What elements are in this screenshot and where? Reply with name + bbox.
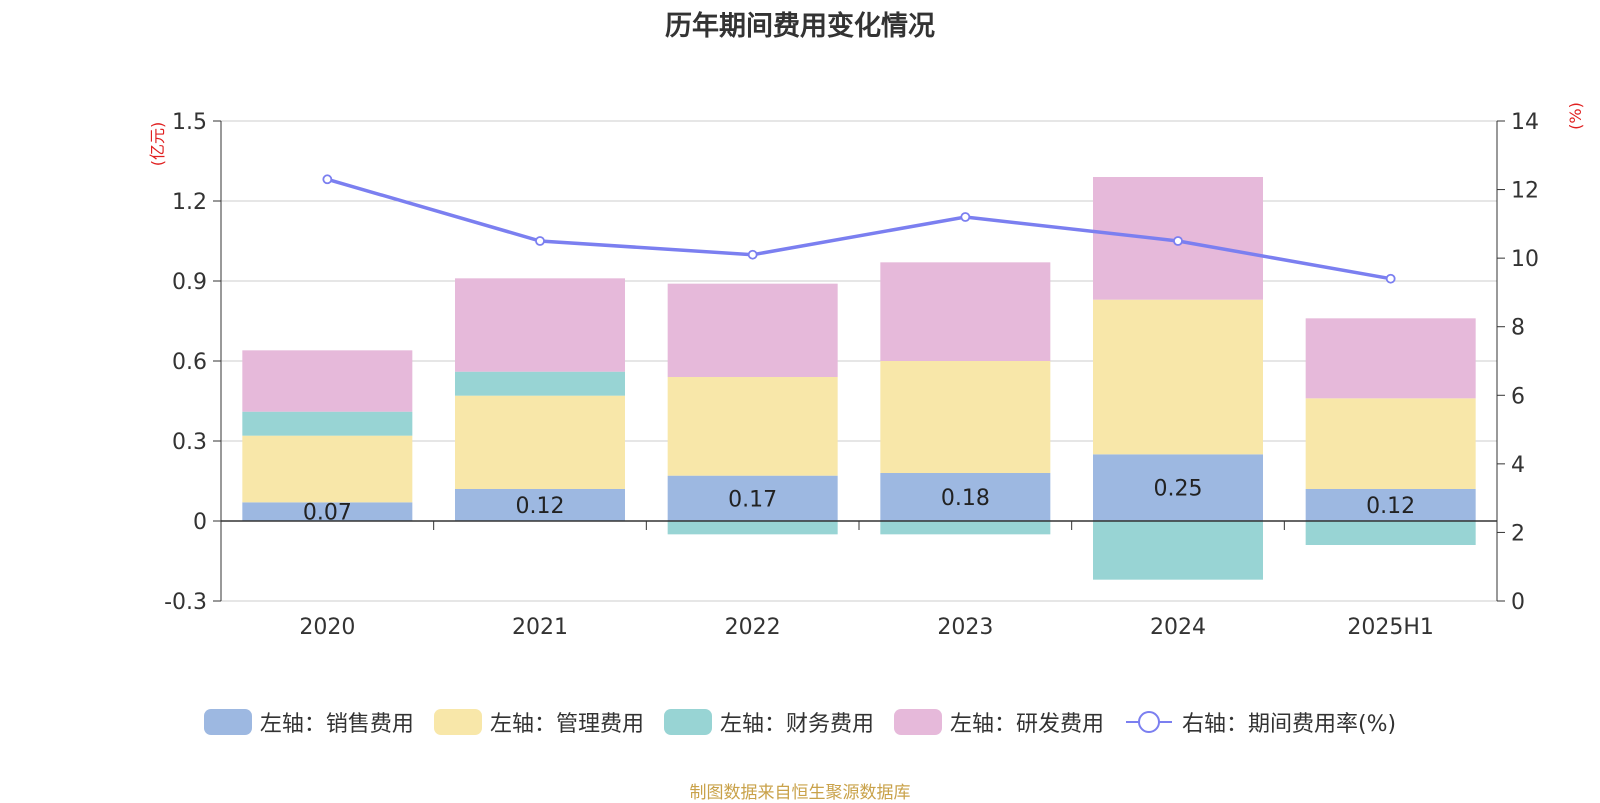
right-axis-tick-label: 10 (1511, 247, 1539, 272)
rate-line (326, 177, 1391, 281)
legend-item-rnd[interactable]: 左轴：研发费用 (893, 706, 1104, 738)
legend-swatch (433, 709, 482, 735)
bar-sales (880, 473, 1051, 521)
bar-sales (242, 502, 413, 521)
bar-admin (667, 377, 838, 476)
right-axis-tick-label: 14 (1511, 110, 1539, 135)
bar-rnd (880, 262, 1051, 361)
right-axis-tick-label: 2 (1511, 521, 1525, 546)
right-axis-tick-label: 12 (1511, 179, 1539, 204)
legend-item-finance[interactable]: 左轴：财务费用 (663, 706, 874, 738)
left-axis-unit: (亿元) (148, 122, 167, 167)
right-axis-unit: (%) (1566, 102, 1585, 130)
data-label: 0.12 (1366, 494, 1415, 519)
data-label: 0.07 (303, 501, 352, 526)
legend-item-rate[interactable]: 右轴：期间费用率(%) (1124, 706, 1396, 738)
right-axis-tick-label: 4 (1511, 453, 1525, 478)
rate-line-group (322, 174, 1396, 284)
x-axis-tick-label: 2021 (512, 615, 568, 640)
data-label: 0.18 (941, 486, 990, 511)
bar-rnd (242, 350, 413, 412)
left-axis-tick-label: -0.3 (164, 590, 207, 615)
data-labels: 0.07 0.12 0.17 0.18 0.25 0.12 (303, 477, 1415, 526)
bar-admin (242, 435, 413, 503)
bar-group (242, 177, 1476, 580)
bar-admin (1305, 398, 1476, 489)
data-label: 0.12 (516, 494, 565, 519)
bar-admin (1093, 299, 1263, 455)
legend-line-marker-icon (1125, 711, 1172, 733)
chart-title: 历年期间费用变化情况 (665, 11, 935, 42)
legend-line-circle (1137, 711, 1160, 733)
rate-point (535, 236, 545, 246)
source-note: 制图数据来自恒生聚源数据库 (689, 783, 911, 803)
bar-sales (667, 475, 838, 521)
bar-sales (1093, 454, 1263, 521)
bar-finance (242, 411, 413, 436)
bar-rnd (667, 283, 838, 377)
left-axis-tick-label: 1.5 (172, 110, 207, 135)
bar-finance (880, 521, 1051, 535)
rate-point (747, 249, 758, 260)
right-axis-tick-label: 0 (1511, 590, 1525, 615)
legend-item-sales[interactable]: 左轴：销售费用 (203, 706, 414, 738)
bar-sales (455, 489, 625, 521)
x-axis-tick-label: 2020 (299, 615, 355, 640)
bar-sales (1305, 489, 1476, 521)
legend-label: 左轴：财务费用 (719, 712, 874, 737)
x-axis-tick-label: 2025H1 (1347, 615, 1434, 640)
bar-finance (1305, 521, 1476, 545)
rate-point (1385, 273, 1396, 284)
rate-point (1173, 236, 1183, 246)
legend-label: 左轴：销售费用 (259, 712, 414, 737)
legend-label: 左轴：研发费用 (949, 712, 1104, 737)
bar-finance (455, 371, 625, 396)
left-axis-tick-label: 0 (193, 510, 207, 535)
right-axis-tick-label: 8 (1511, 316, 1525, 341)
axes: -0.3 0 0.3 0.6 0.9 1.2 1.5 0 2 4 6 8 10 12 14 2020 2021 2… (164, 110, 1539, 640)
legend-label: 右轴：期间费用率(%) (1181, 712, 1397, 737)
bar-rnd (455, 278, 625, 372)
left-axis-tick-label: 0.6 (172, 350, 207, 375)
right-axis-tick-label: 6 (1511, 384, 1525, 409)
x-axis-tick-label: 2022 (725, 615, 781, 640)
bar-admin (880, 361, 1051, 473)
legend-swatch (203, 709, 252, 735)
legend-item-admin[interactable]: 左轴：管理费用 (433, 706, 644, 738)
bar-admin (455, 395, 625, 489)
left-axis-tick-label: 0.9 (172, 270, 207, 295)
bar-rnd (1305, 318, 1476, 399)
legend: 左轴：销售费用 左轴：管理费用 左轴：财务费用 左轴：研发费用 右轴：期间费用率(%) (0, 705, 1600, 739)
legend-swatch (663, 709, 712, 735)
bar-finance (1093, 521, 1263, 580)
left-axis-tick-label: 0.3 (172, 430, 207, 455)
rate-point (322, 174, 333, 185)
rate-point (960, 212, 971, 222)
data-label: 0.17 (728, 487, 777, 512)
bar-finance (667, 521, 838, 535)
legend-label: 左轴：管理费用 (489, 712, 644, 737)
x-axis-tick-label: 2023 (937, 615, 993, 640)
x-axis-tick-label: 2024 (1150, 615, 1206, 640)
legend-swatch (893, 709, 942, 735)
data-label: 0.25 (1154, 477, 1203, 502)
left-axis-tick-label: 1.2 (172, 190, 207, 215)
